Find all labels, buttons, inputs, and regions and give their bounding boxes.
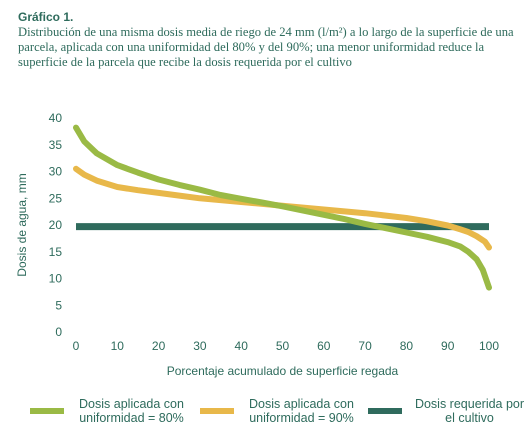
caption-label: Gráfico 1.	[18, 10, 74, 24]
legend-label-90: Dosis aplicada con uniformidad = 90%	[249, 397, 354, 425]
x-tick-label: 80	[400, 339, 414, 353]
legend-swatch-required	[368, 408, 402, 414]
y-tick-label: 0	[55, 325, 62, 339]
chart-series	[73, 124, 492, 291]
chart-legend: Dosis aplicada con uniformidad = 80% Dos…	[22, 397, 524, 433]
y-tick-label: 30	[49, 165, 63, 179]
caption-text: Distribución de una misma dosis media de…	[18, 25, 514, 69]
legend-item-90: Dosis aplicada con uniformidad = 90%	[200, 397, 359, 425]
x-tick-label: 30	[193, 339, 207, 353]
legend-item-80: Dosis aplicada con uniformidad = 80%	[30, 397, 189, 425]
x-tick-label: 50	[276, 339, 290, 353]
y-tick-label: 35	[49, 138, 63, 152]
y-tick-label: 20	[49, 218, 63, 232]
x-tick-labels: 0 10 20 30 40 50 60 70 80 90 100	[73, 339, 500, 353]
y-tick-label: 25	[49, 191, 63, 205]
y-tick-label: 40	[49, 111, 63, 125]
chart-caption: Gráfico 1. Distribución de una misma dos…	[18, 10, 518, 70]
x-tick-label: 10	[111, 339, 125, 353]
legend-swatch-90	[200, 408, 234, 414]
x-tick-label: 0	[73, 339, 80, 353]
x-tick-label: 40	[235, 339, 249, 353]
x-tick-label: 90	[441, 339, 455, 353]
legend-swatch-80	[30, 408, 64, 414]
legend-label-required: Dosis requerida por el cultivo	[414, 397, 525, 425]
legend-label-80: Dosis aplicada con uniformidad = 80%	[79, 397, 184, 425]
x-tick-label: 100	[479, 339, 499, 353]
y-tick-label: 5	[55, 298, 62, 312]
series-line-uniformity-80	[73, 124, 492, 291]
y-tick-label: 15	[49, 245, 63, 259]
x-axis-title: Porcentaje acumulado de superficie regad…	[167, 364, 399, 378]
x-tick-label: 70	[358, 339, 372, 353]
y-axis-title: Dosis de agua, mm	[15, 173, 29, 276]
x-tick-label: 60	[317, 339, 331, 353]
legend-item-required: Dosis requerida por el cultivo	[368, 397, 527, 425]
y-tick-labels: 0 5 10 15 20 25 30 35 40	[49, 111, 63, 339]
y-tick-label: 10	[49, 272, 63, 286]
x-tick-label: 20	[152, 339, 166, 353]
